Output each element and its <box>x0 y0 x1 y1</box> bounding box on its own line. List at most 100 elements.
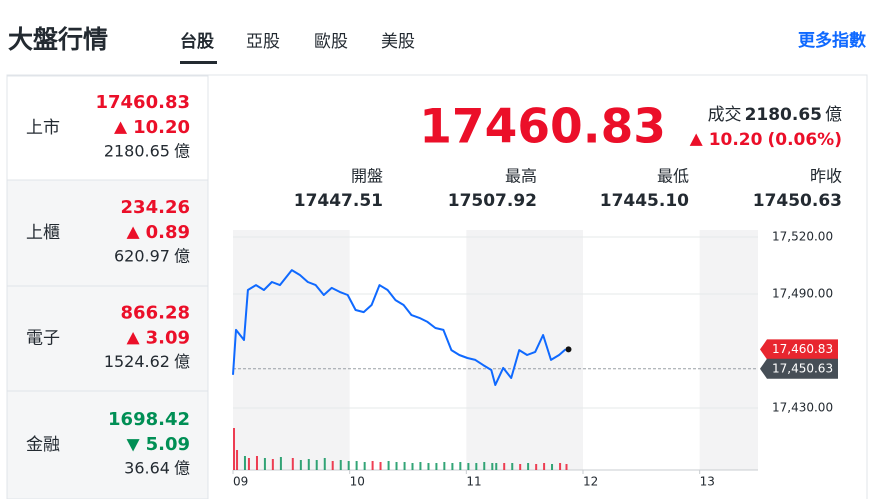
stat-value: 17447.51 <box>294 191 383 211</box>
volume-bar <box>315 460 318 470</box>
quote-volume: 2180.65 <box>745 105 822 125</box>
x-tick-label: 12 <box>583 475 598 489</box>
page-title: 大盤行情 <box>8 25 108 54</box>
volume-bar <box>511 463 514 470</box>
volume-label: 成交 <box>708 105 742 125</box>
price-line <box>232 269 567 386</box>
volume-bar <box>233 428 235 470</box>
stat-value: 17445.10 <box>600 191 689 211</box>
tab[interactable]: 亞股 <box>246 32 280 52</box>
volume-bar <box>543 463 546 470</box>
volume-bar <box>299 460 302 470</box>
index-volume: 1524.62 <box>104 352 170 371</box>
stat-value: 17507.92 <box>448 191 537 211</box>
volume-bar <box>451 463 454 470</box>
price-flag-label: 17,450.63 <box>772 361 833 375</box>
volume-bar <box>427 463 430 470</box>
quote-change: 10.20 <box>709 130 763 150</box>
volume-bar <box>483 462 486 470</box>
volume-bar <box>243 456 246 470</box>
index-price: 1698.42 <box>108 409 190 430</box>
volume-bar <box>379 462 382 470</box>
up-arrow <box>114 121 128 134</box>
volume-bar <box>527 463 530 470</box>
volume-unit: 億 <box>174 352 190 371</box>
volume-bar <box>363 462 366 470</box>
index-change: 3.09 <box>146 328 190 349</box>
index-name: 上市 <box>26 118 60 138</box>
price-flag <box>760 358 838 379</box>
volume-unit: 億 <box>825 105 842 125</box>
index-change: 5.09 <box>146 434 190 455</box>
y-tick-label: 17,490.00 <box>772 287 833 301</box>
index-row[interactable] <box>6 390 209 499</box>
volume-bar <box>443 462 446 470</box>
stat-label: 最低 <box>657 167 689 186</box>
last-point <box>565 346 572 353</box>
index-name: 電子 <box>26 329 60 349</box>
tab[interactable]: 歐股 <box>314 32 348 52</box>
index-price: 234.26 <box>121 197 190 218</box>
up-arrow <box>126 226 140 239</box>
volume-bar <box>551 464 554 470</box>
index-change: 0.89 <box>146 222 190 243</box>
stat-value: 17450.63 <box>753 191 842 211</box>
volume-bar <box>475 463 478 470</box>
volume-bar <box>495 463 498 470</box>
volume-bar <box>565 464 568 470</box>
index-row[interactable] <box>6 75 209 181</box>
volume-bar <box>535 464 538 470</box>
volume-bar <box>247 458 250 470</box>
volume-bar <box>435 463 438 470</box>
quote-percent: (0.06%) <box>767 130 842 150</box>
volume-bar <box>467 463 470 470</box>
tab[interactable]: 美股 <box>381 32 415 52</box>
volume-bar <box>271 459 274 470</box>
volume-bar <box>236 450 239 470</box>
volume-bar <box>347 461 350 470</box>
index-name: 金融 <box>26 435 60 455</box>
x-tick-label: 09 <box>233 475 248 489</box>
up-arrow <box>126 332 140 345</box>
index-price: 866.28 <box>121 303 190 324</box>
volume-bar <box>279 457 282 470</box>
index-price: 17460.83 <box>95 92 190 113</box>
volume-bar <box>339 460 342 470</box>
down-arrow <box>126 439 140 452</box>
index-row[interactable] <box>6 285 209 392</box>
tab[interactable]: 台股 <box>180 31 214 52</box>
volume-bar <box>395 462 398 470</box>
volume-bar <box>411 463 414 470</box>
volume-bar <box>519 464 522 470</box>
y-tick-label: 17,520.00 <box>772 230 833 244</box>
up-arrow <box>689 133 703 146</box>
volume-bar <box>331 461 334 470</box>
price-flag <box>760 339 838 360</box>
volume-bar <box>419 462 422 470</box>
index-volume: 36.64 <box>124 459 170 478</box>
x-tick-label: 13 <box>700 475 715 489</box>
index-name: 上櫃 <box>26 223 60 243</box>
volume-bar <box>355 461 358 470</box>
stat-label: 最高 <box>505 167 537 186</box>
index-volume: 620.97 <box>114 247 170 266</box>
volume-bar <box>255 456 258 470</box>
index-change: 10.20 <box>133 117 190 138</box>
x-tick-label: 10 <box>350 475 365 489</box>
volume-bar <box>503 463 506 470</box>
volume-bar <box>459 462 462 470</box>
volume-bar <box>403 462 406 470</box>
volume-bar <box>387 461 390 470</box>
price-flag-label: 17,460.83 <box>772 342 833 356</box>
session-band <box>699 230 758 470</box>
x-tick-label: 11 <box>466 475 481 489</box>
volume-bar <box>307 459 310 470</box>
y-tick-label: 17,430.00 <box>772 401 833 415</box>
more-link[interactable]: 更多指數 <box>798 30 866 51</box>
quote-price: 17460.83 <box>419 100 666 155</box>
volume-bar <box>263 458 266 470</box>
tab-underline <box>180 61 217 64</box>
volume-bar <box>559 463 562 470</box>
session-band <box>233 230 350 470</box>
